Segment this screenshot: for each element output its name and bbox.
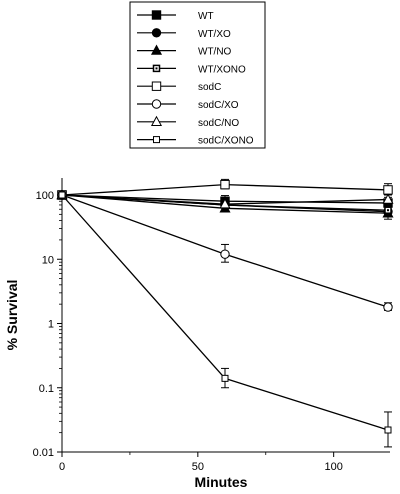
series-markers bbox=[56, 179, 394, 434]
series-lines bbox=[61, 183, 389, 431]
data-point-sodc bbox=[220, 179, 230, 190]
x-tick-label: 0 bbox=[59, 461, 65, 473]
data-point-sodc-xono bbox=[221, 374, 229, 382]
legend-label: WT bbox=[198, 11, 214, 22]
y-tick-label: 100 bbox=[36, 190, 54, 202]
error-bars bbox=[221, 178, 392, 448]
legend-label: sodC/XO bbox=[198, 100, 239, 111]
y-tick-label: 0.1 bbox=[39, 383, 54, 395]
legend-item-sodc-no: sodC/NO bbox=[137, 115, 239, 129]
legend-label: WT/NO bbox=[198, 47, 232, 58]
data-point-sodc bbox=[383, 185, 393, 195]
y-tick-label: 0.01 bbox=[33, 447, 54, 459]
legend-label: WT/XONO bbox=[198, 64, 246, 75]
legend-marker bbox=[152, 64, 161, 73]
data-point-sodc-no bbox=[382, 193, 394, 204]
data-point-sodc-xono bbox=[58, 191, 66, 199]
legend-item-wt-no: WT/NO bbox=[137, 44, 232, 58]
legend-marker bbox=[151, 10, 162, 20]
legend-marker bbox=[150, 44, 163, 55]
x-tick-label: 50 bbox=[192, 461, 204, 473]
legend-label: sodC/XONO bbox=[198, 136, 254, 147]
data-point-sodc-xo bbox=[383, 302, 393, 312]
legend-item-sodc: sodC bbox=[137, 81, 221, 93]
legend-item-sodc-xono: sodC/XONO bbox=[137, 136, 254, 147]
x-axis-ticks: 0 50 100 bbox=[59, 452, 343, 473]
y-axis-ticks: 0.01 0.1 1 10 100 bbox=[33, 190, 62, 459]
data-point-wt-xono bbox=[384, 206, 392, 214]
legend-items: WT WT/XO WT/NO WT/XONO sodC sodC/XO sodC/NO sod… bbox=[137, 10, 254, 147]
x-tick-label: 100 bbox=[324, 461, 342, 473]
series-line-sodc-xono bbox=[61, 194, 389, 431]
legend-marker bbox=[153, 136, 160, 144]
legend-marker bbox=[151, 81, 162, 91]
legend-item-sodc-xo: sodC/XO bbox=[137, 99, 239, 111]
legend-label: WT/XO bbox=[198, 29, 231, 40]
data-point-sodc-no bbox=[219, 198, 231, 209]
legend-label: sodC/NO bbox=[198, 118, 239, 129]
data-point-sodc-xono bbox=[384, 426, 392, 434]
x-axis-title: Minutes bbox=[195, 474, 248, 490]
legend-item-wt: WT bbox=[137, 10, 214, 22]
data-point-sodc-xo bbox=[220, 249, 230, 259]
legend: WT WT/XO WT/NO WT/XONO sodC sodC/XO sodC/NO sod… bbox=[129, 1, 266, 149]
legend-marker bbox=[151, 28, 162, 38]
y-tick-label: 1 bbox=[48, 319, 54, 331]
legend-label: sodC bbox=[198, 82, 221, 93]
legend-marker bbox=[150, 115, 163, 126]
plot-area: 0.01 0.1 1 10 100 0 50 100 bbox=[33, 178, 394, 473]
legend-marker bbox=[151, 99, 162, 109]
legend-item-wt-xo: WT/XO bbox=[137, 28, 231, 40]
y-tick-label: 10 bbox=[42, 254, 54, 266]
y-axis-title: % Survival bbox=[4, 280, 20, 351]
legend-item-wt-xono: WT/XONO bbox=[137, 64, 246, 75]
